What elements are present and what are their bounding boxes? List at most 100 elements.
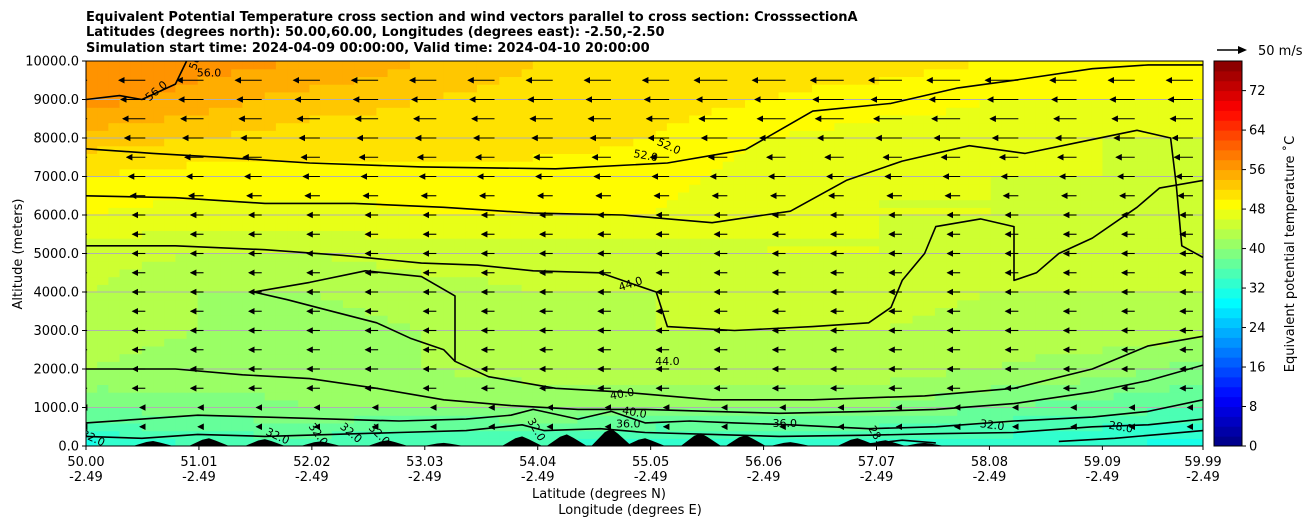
field-cell [655, 222, 668, 231]
field-cell [264, 222, 277, 231]
field-cell [1035, 284, 1048, 293]
field-cell [510, 184, 523, 193]
field-cell [454, 268, 467, 278]
field-cell [1024, 299, 1037, 308]
field-cell [756, 399, 768, 409]
field-cell [812, 122, 824, 131]
field-cell [856, 222, 869, 231]
field-cell [1024, 91, 1037, 101]
field-cell [879, 353, 891, 362]
field-cell [309, 338, 322, 347]
field-cell [666, 107, 679, 116]
field-cell [510, 307, 523, 316]
field-cell [432, 261, 445, 270]
field-cell [1169, 315, 1182, 324]
field-cell [1113, 361, 1126, 370]
field-cell [208, 330, 221, 339]
field-cell [476, 392, 489, 401]
field-cell [1091, 361, 1104, 370]
field-cell [164, 176, 176, 185]
field-cell [365, 392, 378, 401]
field-cell [153, 422, 165, 432]
field-cell [890, 238, 903, 247]
field-cell [1001, 84, 1014, 93]
field-cell [220, 422, 232, 432]
field-cell [421, 122, 433, 131]
field-cell [164, 238, 176, 247]
field-cell [912, 361, 925, 370]
field-cell [1135, 107, 1148, 116]
field-cell [1013, 222, 1025, 231]
field-cell [610, 345, 623, 355]
field-cell [298, 376, 310, 385]
field-cell [1013, 91, 1025, 101]
field-cell [432, 191, 445, 201]
field-cell [1013, 315, 1025, 324]
field-cell [532, 353, 545, 362]
field-cell [767, 199, 780, 208]
field-cell [1113, 145, 1126, 154]
field-cell [298, 399, 310, 409]
field-cell [700, 268, 713, 278]
field-cell [164, 330, 176, 339]
field-cell [678, 276, 690, 285]
field-cell [555, 307, 567, 316]
field-cell [722, 230, 735, 239]
field-cell [409, 222, 422, 231]
field-cell [934, 415, 947, 424]
field-cell [320, 184, 333, 193]
field-cell [968, 230, 981, 239]
field-cell [957, 122, 970, 131]
field-cell [1135, 191, 1148, 201]
field-cell [655, 68, 668, 77]
field-cell [365, 145, 378, 154]
field-cell [287, 91, 299, 101]
field-cell [242, 222, 255, 231]
field-cell [644, 230, 657, 239]
field-cell [856, 415, 869, 424]
field-cell [845, 399, 858, 409]
field-cell [532, 307, 545, 316]
field-cell [678, 315, 690, 324]
field-cell [867, 107, 880, 116]
field-cell [342, 138, 355, 147]
field-cell [320, 330, 333, 339]
field-cell [342, 399, 355, 409]
field-cell [443, 153, 456, 162]
field-cell [968, 284, 981, 293]
field-cell [242, 292, 255, 301]
field-cell [800, 407, 813, 416]
field-cell [454, 122, 467, 131]
field-cell [588, 392, 601, 401]
field-cell [287, 430, 299, 439]
field-cell [789, 268, 802, 278]
field-cell [1046, 330, 1059, 339]
field-cell [1135, 184, 1148, 193]
field-cell [633, 399, 646, 409]
field-cell [823, 91, 835, 101]
field-cell [1191, 161, 1203, 170]
field-cell [365, 322, 378, 332]
field-cell [365, 415, 378, 424]
field-cell [86, 230, 98, 239]
field-cell [398, 315, 411, 324]
field-cell [1080, 438, 1092, 446]
field-cell [443, 438, 456, 446]
field-cell [1001, 222, 1014, 231]
field-cell [845, 76, 858, 85]
field-cell [1046, 307, 1059, 316]
field-cell [1057, 184, 1070, 193]
field-cell [678, 361, 690, 370]
field-cell [488, 407, 500, 416]
field-cell [1158, 307, 1171, 316]
field-cell [287, 238, 299, 247]
field-cell [599, 399, 612, 409]
field-cell [834, 338, 847, 347]
field-cell [610, 292, 623, 301]
field-cell [465, 68, 478, 77]
field-cell [1147, 338, 1159, 347]
field-cell [901, 176, 914, 185]
field-cell [108, 207, 121, 216]
field-cell [1102, 91, 1115, 101]
field-cell [365, 107, 378, 116]
